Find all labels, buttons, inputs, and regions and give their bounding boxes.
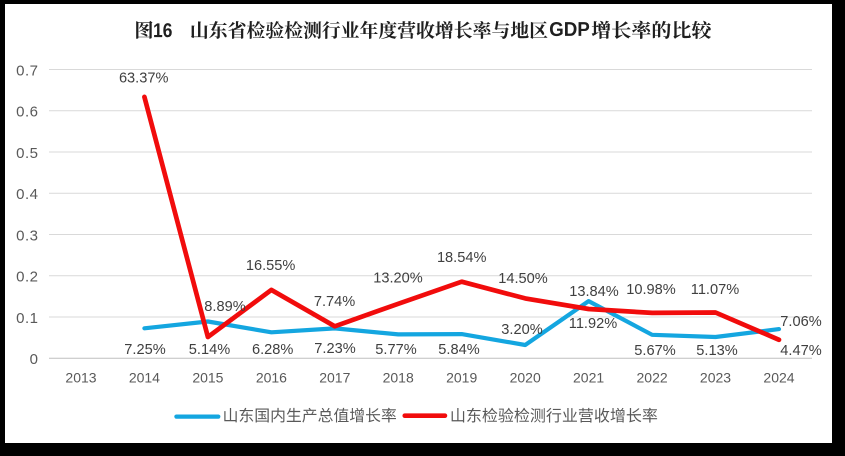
svg-text:0: 0: [30, 351, 39, 368]
svg-text:2019: 2019: [446, 370, 477, 386]
svg-text:2021: 2021: [573, 370, 604, 386]
svg-text:11.92%: 11.92%: [569, 316, 617, 332]
svg-text:0.3: 0.3: [16, 227, 38, 244]
svg-text:18.54%: 18.54%: [437, 250, 487, 266]
svg-text:5.77%: 5.77%: [375, 342, 416, 358]
svg-text:2022: 2022: [637, 370, 668, 386]
svg-text:0.2: 0.2: [16, 269, 38, 286]
svg-text:0.6: 0.6: [16, 104, 38, 121]
svg-text:2016: 2016: [256, 370, 287, 386]
svg-text:7.23%: 7.23%: [314, 341, 355, 357]
svg-text:6.28%: 6.28%: [252, 342, 293, 358]
svg-text:7.25%: 7.25%: [124, 342, 165, 358]
svg-text:2020: 2020: [510, 370, 541, 386]
svg-text:2014: 2014: [129, 370, 160, 386]
svg-text:13.20%: 13.20%: [373, 271, 423, 287]
svg-text:4.47%: 4.47%: [780, 343, 821, 359]
svg-text:2018: 2018: [383, 370, 414, 386]
svg-text:63.37%: 63.37%: [119, 70, 169, 86]
svg-text:3.20%: 3.20%: [501, 322, 542, 338]
svg-text:2023: 2023: [700, 370, 731, 386]
svg-text:5.84%: 5.84%: [438, 342, 479, 358]
svg-text:0.4: 0.4: [16, 186, 38, 203]
svg-text:0.5: 0.5: [16, 145, 38, 162]
svg-text:11.07%: 11.07%: [691, 282, 739, 298]
svg-text:10.98%: 10.98%: [626, 282, 676, 298]
svg-text:5.67%: 5.67%: [634, 343, 675, 359]
svg-text:2024: 2024: [763, 370, 794, 386]
svg-text:7.74%: 7.74%: [314, 294, 355, 310]
svg-text:2017: 2017: [319, 370, 350, 386]
svg-text:14.50%: 14.50%: [498, 271, 548, 287]
svg-text:8.89%: 8.89%: [204, 299, 245, 315]
svg-text:13.84%: 13.84%: [569, 284, 619, 300]
svg-text:0.1: 0.1: [16, 310, 38, 327]
svg-text:5.13%: 5.13%: [696, 343, 737, 359]
svg-text:5.14%: 5.14%: [189, 342, 230, 358]
svg-text:2013: 2013: [65, 370, 96, 386]
svg-text:7.06%: 7.06%: [780, 314, 821, 330]
svg-text:16.55%: 16.55%: [246, 258, 296, 274]
svg-text:0.7: 0.7: [16, 62, 38, 79]
svg-text:2015: 2015: [192, 370, 223, 386]
